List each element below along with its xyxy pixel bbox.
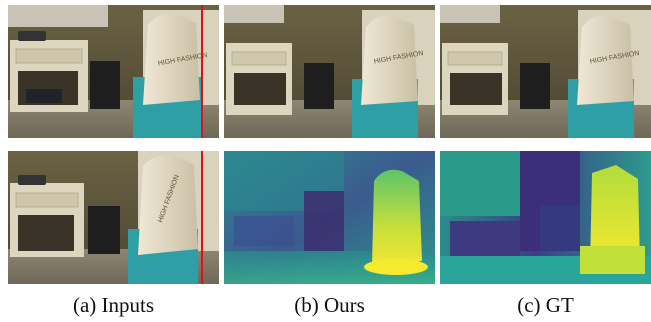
ours-depth-map — [224, 151, 435, 284]
caption-ours: (b) Ours — [294, 293, 365, 317]
input-image-top: HIGH FASHION — [8, 5, 219, 138]
gt-image-top: HIGH FASHION — [440, 5, 651, 138]
gt-depth-map — [440, 151, 651, 284]
caption-inputs: (a) Inputs — [72, 293, 155, 317]
caption-gt: (c) GT — [517, 293, 574, 317]
ours-image-top: HIGH FASHION — [224, 5, 435, 138]
input-image-bottom: HIGH FASHION — [8, 151, 219, 284]
